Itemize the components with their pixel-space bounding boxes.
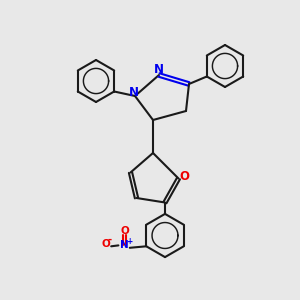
Text: -: -: [108, 235, 112, 245]
Text: O: O: [101, 239, 110, 249]
Text: N: N: [154, 63, 164, 76]
Text: N: N: [120, 240, 129, 250]
Text: N: N: [128, 86, 139, 99]
Text: O: O: [179, 169, 189, 183]
Text: O: O: [120, 226, 129, 236]
Text: +: +: [126, 237, 132, 246]
